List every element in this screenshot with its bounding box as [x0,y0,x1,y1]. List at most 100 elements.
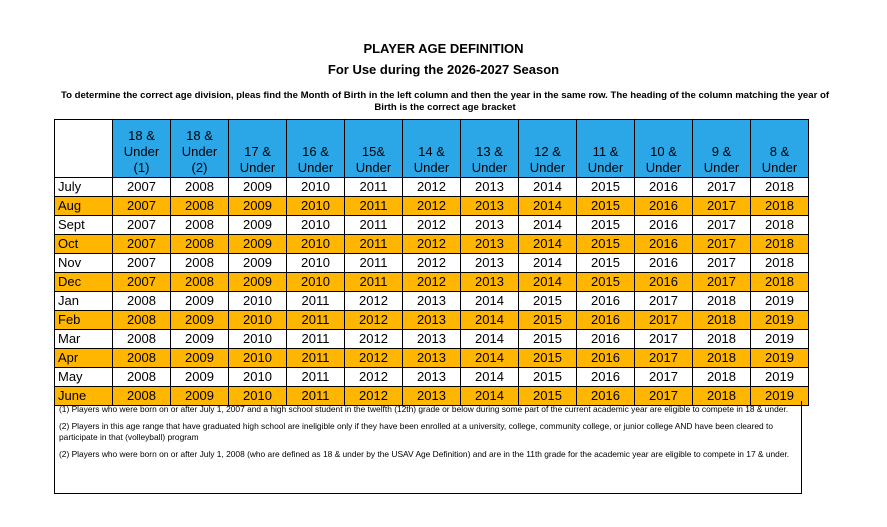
table-row: Sept 2007 2008 2009 2010 2011 2012 2013 2014 2015… [54,215,809,235]
column-header-line: Under [181,144,218,159]
month-cell: Aug [54,196,113,216]
year-cell: 2016 [634,196,693,216]
year-cell: 2015 [576,177,635,197]
year-cell: 2012 [344,367,403,387]
column-header-line: 16 & [302,144,329,159]
column-header-line: 15& [361,144,386,159]
year-cell: 2013 [460,234,519,254]
year-cell: 2018 [750,272,809,292]
year-cell: 2018 [692,348,751,368]
year-cell: 2012 [344,348,403,368]
year-cell: 2018 [692,310,751,330]
year-cell: 2018 [750,196,809,216]
year-cell: 2017 [692,234,751,254]
column-header-line: 10 & [650,144,677,159]
year-cell: 2017 [634,310,693,330]
month-cell: Mar [54,329,113,349]
year-cell: 2008 [170,253,229,273]
year-cell: 2016 [634,234,693,254]
year-cell: 2016 [634,272,693,292]
month-cell: June [54,386,113,406]
year-cell: 2015 [518,310,577,330]
year-cell: 2014 [460,291,519,311]
year-cell: 2008 [170,272,229,292]
column-header: 13 & Under [460,119,519,178]
year-cell: 2015 [576,253,635,273]
year-cell: 2012 [402,253,461,273]
year-cell: 2013 [460,196,519,216]
year-cell: 2013 [402,291,461,311]
year-cell: 2018 [692,386,751,406]
year-cell: 2015 [576,215,635,235]
year-cell: 2017 [692,272,751,292]
column-header-line: 18 & [186,128,213,143]
page-title: PLAYER AGE DEFINITION [363,41,524,56]
column-header: 18 & Under (2) [170,119,229,178]
column-header-line: 13 & [476,144,503,159]
table-row: Aug 2007 2008 2009 2010 2011 2012 2013 2014 2015 2… [54,196,809,216]
column-header-line: 8 & [769,144,790,159]
table-row: Mar 2008 2009 2010 2011 2012 2013 2014 2015 2016 2… [54,329,809,349]
year-cell: 2019 [750,367,809,387]
year-cell: 2019 [750,348,809,368]
column-header: 10 & Under [634,119,693,178]
year-cell: 2008 [170,177,229,197]
year-cell: 2012 [402,196,461,216]
year-cell: 2013 [402,348,461,368]
year-cell: 2008 [112,291,171,311]
table-row: Apr 2008 2009 2010 2011 2012 2013 2014 2015 2016 2… [54,348,809,368]
year-cell: 2011 [344,196,403,216]
year-cell: 2018 [692,329,751,349]
year-cell: 2007 [112,253,171,273]
year-cell: 2010 [286,234,345,254]
column-header: 12 & Under [518,119,577,178]
year-cell: 2010 [286,253,345,273]
table-row: June 2008 2009 2010 2011 2012 2013 2014 2015 2016… [54,386,809,406]
page-subtitle: For Use during the 2026-2027 Season [327,62,560,77]
header-row: 18 & Under (1) 18 & Under (2) 17 & Under 16 & Und… [54,119,809,178]
column-header: 15& Under [344,119,403,178]
year-cell: 2008 [112,348,171,368]
year-cell: 2016 [576,329,635,349]
year-cell: 2012 [344,386,403,406]
year-cell: 2017 [692,253,751,273]
year-cell: 2017 [634,386,693,406]
column-header-line: Under [355,160,392,175]
column-header-line: Under [471,160,508,175]
year-cell: 2010 [228,348,287,368]
year-cell: 2013 [402,329,461,349]
year-cell: 2017 [634,367,693,387]
year-cell: 2019 [750,329,809,349]
column-header-line: Under [761,160,798,175]
column-header: 16 & Under [286,119,345,178]
year-cell: 2019 [750,291,809,311]
year-cell: 2016 [634,215,693,235]
year-cell: 2019 [750,310,809,330]
header-corner-cell [54,119,113,178]
year-cell: 2013 [460,215,519,235]
year-cell: 2017 [692,177,751,197]
year-cell: 2014 [518,272,577,292]
column-header-line: 9 & [711,144,732,159]
instructions-text: To determine the correct age division, p… [60,90,830,113]
footnote: (2) Players in this age range that have … [59,421,774,442]
month-cell: Dec [54,272,113,292]
column-header-line: Under [239,160,276,175]
year-cell: 2010 [286,215,345,235]
footnote: (1) Players who were born on or after Ju… [59,404,789,414]
year-cell: 2011 [286,367,345,387]
year-cell: 2016 [576,367,635,387]
year-cell: 2008 [112,386,171,406]
year-cell: 2011 [344,272,403,292]
footnote: (2) Players who were born on or after Ju… [59,449,790,459]
year-cell: 2011 [286,291,345,311]
year-cell: 2014 [460,329,519,349]
year-cell: 2014 [518,215,577,235]
year-cell: 2013 [402,367,461,387]
column-header-line: (1) [133,160,150,175]
year-cell: 2008 [170,196,229,216]
year-cell: 2009 [170,386,229,406]
year-cell: 2016 [576,310,635,330]
year-cell: 2010 [228,291,287,311]
month-cell: Nov [54,253,113,273]
